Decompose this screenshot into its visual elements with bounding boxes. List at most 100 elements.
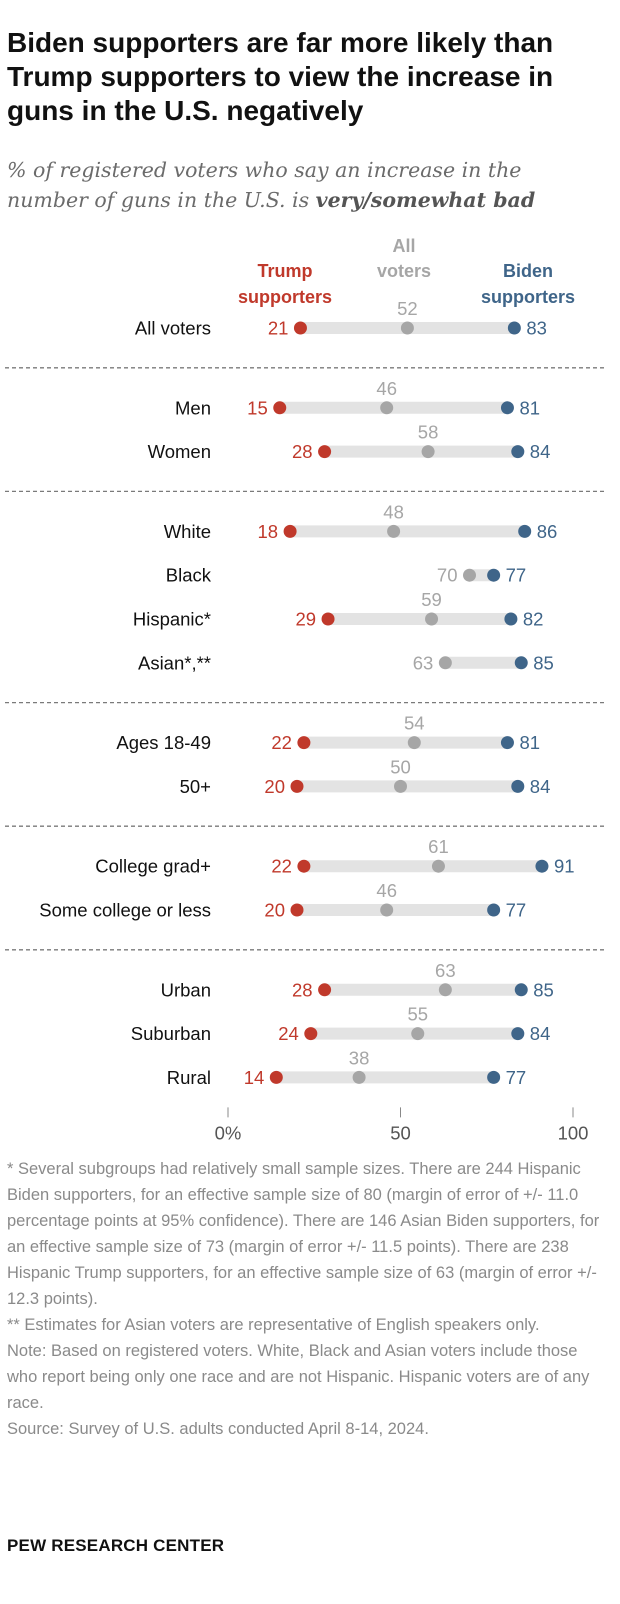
data-label-biden: 82 — [523, 609, 544, 630]
row-urban: Urban 63 28 85 — [161, 960, 554, 1001]
dot-biden — [487, 903, 501, 917]
data-label-all-voters: 61 — [428, 836, 449, 857]
dot-trump — [290, 779, 304, 793]
data-label-biden: 77 — [506, 1067, 527, 1088]
data-label-biden: 84 — [530, 441, 551, 462]
row-label: Ages 18-49 — [116, 732, 211, 753]
data-label-biden: 81 — [519, 397, 540, 418]
row-label: Men — [175, 397, 211, 418]
dot-all-voters — [438, 656, 452, 670]
dot-trump — [269, 1070, 283, 1084]
data-label-biden: 77 — [506, 900, 527, 921]
dot-biden — [487, 568, 501, 582]
data-label-trump: 20 — [264, 900, 285, 921]
dot-trump — [283, 524, 297, 538]
row-label: Women — [148, 441, 211, 462]
legend-trump-label: Trump — [257, 261, 312, 281]
data-label-biden: 85 — [533, 652, 554, 673]
subtitle-emphasis: very/somewhat bad — [315, 188, 536, 212]
row-women: Women 58 28 84 — [148, 422, 551, 463]
footnotes: * Several subgroups had relatively small… — [7, 1156, 612, 1442]
dot-biden — [518, 524, 532, 538]
data-label-trump: 28 — [292, 441, 313, 462]
row-rural: Rural 38 14 77 — [167, 1047, 526, 1088]
dot-all-voters — [425, 612, 439, 626]
row-label: 50+ — [180, 776, 211, 797]
x-axis: 0% 50 100 — [215, 1107, 588, 1143]
row-asian-: Asian*,** 63 85 — [138, 652, 554, 673]
dot-biden — [487, 1070, 501, 1084]
data-label-trump: 20 — [264, 776, 285, 797]
row-label: Asian*,** — [138, 652, 211, 673]
data-label-all-voters: 50 — [390, 756, 411, 777]
row-label: College grad+ — [95, 856, 211, 877]
data-label-all-voters: 70 — [437, 565, 458, 586]
row-label: Black — [166, 565, 212, 586]
dot-biden — [514, 656, 528, 670]
row-label: White — [164, 521, 211, 542]
data-label-all-voters: 63 — [413, 652, 434, 673]
dot-all-voters — [438, 983, 452, 997]
dot-all-voters — [400, 321, 414, 335]
data-label-biden: 83 — [526, 318, 547, 339]
dot-biden — [500, 401, 514, 415]
legend-all-label: voters — [377, 261, 431, 281]
dot-trump — [297, 859, 311, 873]
data-label-biden: 91 — [554, 856, 575, 877]
dot-biden — [500, 736, 514, 750]
row-50-: 50+ 50 20 84 — [180, 756, 551, 797]
dot-biden — [511, 445, 525, 459]
data-label-all-voters: 63 — [435, 960, 456, 981]
data-label-biden: 86 — [537, 521, 558, 542]
dot-trump — [293, 321, 307, 335]
dot-trump — [318, 983, 332, 997]
data-label-all-voters: 38 — [349, 1047, 370, 1068]
row-some-college-or-less: Some college or less 46 20 77 — [39, 880, 526, 921]
dot-biden — [535, 859, 549, 873]
data-label-trump: 24 — [278, 1023, 299, 1044]
row-college-grad-: College grad+ 61 22 91 — [95, 836, 574, 877]
row-label: Urban — [161, 979, 211, 1000]
legend-biden-label: supporters — [481, 287, 575, 307]
dot-biden — [511, 1027, 525, 1041]
data-label-trump: 22 — [271, 856, 292, 877]
dot-biden — [514, 983, 528, 997]
data-label-biden: 77 — [506, 565, 527, 586]
dot-all-voters — [463, 568, 476, 582]
dot-trump — [318, 445, 332, 459]
plot-area: All voters 52 21 83 Men 46 15 81 Women 58 28 84 Whit… — [5, 298, 605, 1088]
row-label: Some college or less — [39, 900, 211, 921]
row-ages-18-49: Ages 18-49 54 22 81 — [116, 713, 540, 754]
dot-all-voters — [380, 401, 394, 415]
dot-trump — [273, 401, 287, 415]
dot-all-voters — [431, 859, 445, 873]
chart-title: Biden supporters are far more likely tha… — [7, 27, 554, 126]
data-label-biden: 84 — [530, 1023, 551, 1044]
row-white: White 48 18 86 — [164, 501, 558, 542]
data-label-trump: 29 — [295, 609, 316, 630]
data-label-trump: 14 — [244, 1067, 265, 1088]
data-label-all-voters: 46 — [376, 378, 397, 399]
data-label-biden: 85 — [533, 979, 554, 1000]
x-tick-label: 0% — [215, 1122, 242, 1143]
data-label-trump: 18 — [258, 521, 279, 542]
dot-trump — [304, 1027, 318, 1041]
footnote-sample-size: * Several subgroups had relatively small… — [7, 1160, 600, 1308]
data-label-trump: 22 — [271, 732, 292, 753]
data-label-all-voters: 52 — [397, 298, 418, 319]
dot-all-voters — [411, 1027, 425, 1041]
dot-all-voters — [352, 1070, 366, 1084]
row-label: Suburban — [131, 1023, 211, 1044]
data-label-all-voters: 59 — [421, 589, 442, 610]
footnote-asian: ** Estimates for Asian voters are repres… — [7, 1316, 540, 1334]
row-label: Hispanic* — [133, 609, 211, 630]
legend: Trump supporters All voters Biden supporters — [238, 236, 575, 307]
chart-subtitle: % of registered voters who say an increa… — [7, 155, 607, 215]
legend-trump-label: supporters — [238, 287, 332, 307]
row-suburban: Suburban 55 24 84 — [131, 1004, 551, 1045]
row-all-voters: All voters 52 21 83 — [135, 298, 547, 339]
row-label: Rural — [167, 1067, 211, 1088]
data-label-all-voters: 55 — [407, 1004, 428, 1025]
data-label-trump: 15 — [247, 397, 268, 418]
